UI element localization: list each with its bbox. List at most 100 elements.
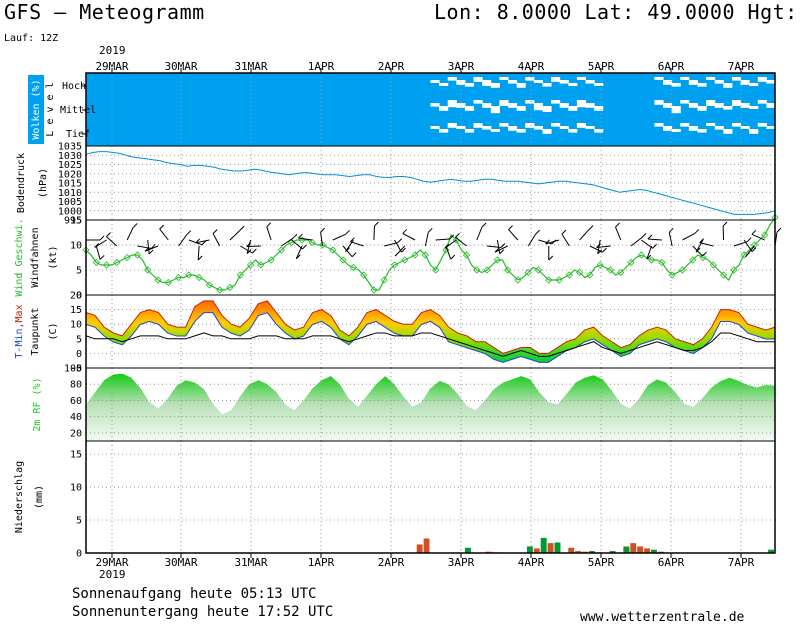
wind-speed-marker: [421, 251, 429, 259]
cloud-gap: [706, 100, 716, 106]
date-label-top: 30MAR: [164, 60, 197, 73]
wind-barb-feather: [646, 254, 652, 260]
y-tick-label: 1000: [58, 206, 82, 217]
chart-frame: [85, 72, 776, 554]
wind-speed-marker: [92, 258, 100, 267]
y-tick-label: -5: [70, 364, 82, 375]
cloud-gap: [697, 83, 707, 87]
cloud-gap: [447, 77, 457, 81]
wind-speed-marker: [349, 263, 357, 272]
date-label-top: 4APR: [518, 60, 545, 73]
wind-speed-marker: [658, 258, 666, 267]
date-label-bottom: 4APR: [518, 556, 545, 569]
wind-barb-feather: [239, 225, 245, 231]
tmax-line: [85, 300, 776, 354]
wind-barb-feather: [246, 249, 252, 254]
wind-ylabel2: Windfahnen: [30, 227, 41, 287]
precip-bar: [588, 551, 595, 553]
cloud-gap: [499, 100, 509, 106]
level-label-hoch: Hoch: [62, 81, 86, 92]
wind-speed-line: [85, 217, 776, 291]
wind-barb-feather: [302, 244, 307, 250]
wind-barb-feather: [144, 246, 150, 252]
wind-speed-marker: [277, 246, 285, 254]
cloud-gap: [482, 126, 492, 130]
wind-speed-marker: [606, 266, 615, 274]
wind-barb: [137, 245, 152, 249]
wind-barb-feather: [150, 244, 156, 249]
precip-bar: [416, 544, 423, 553]
wind-barb: [188, 239, 203, 246]
wind-barb-feather: [702, 251, 707, 257]
wind-speed-marker: [596, 261, 604, 269]
cloud-gap: [576, 100, 587, 108]
date-label-bottom: 5APR: [588, 556, 615, 569]
wind-speed-marker: [483, 266, 491, 274]
temperature-unit: (C): [48, 322, 59, 340]
wind-barb-feather: [776, 227, 782, 233]
wind-speed-marker: [339, 256, 347, 264]
cloud-gap: [430, 103, 440, 107]
wind-barb: [266, 226, 272, 241]
wind-unit: (kt): [48, 245, 59, 269]
wind-barb: [435, 238, 450, 241]
wind-barb-feather: [345, 229, 350, 235]
wind-speed-marker: [380, 276, 388, 284]
cloud-gap: [482, 80, 492, 86]
date-label-bottom: 7APR: [728, 556, 755, 569]
wind-barb: [320, 232, 324, 247]
wind-barb: [384, 242, 398, 247]
precip-bar: [575, 551, 582, 553]
cloud-gap: [464, 129, 475, 133]
cloud-gap: [680, 100, 690, 104]
wind-speed-marker: [246, 261, 255, 269]
tmin-label: T-Min,: [14, 322, 25, 358]
cloud-gap: [499, 123, 509, 127]
wind-barb-feather: [99, 235, 105, 241]
wind-barb: [197, 245, 200, 261]
sunset-text: Sonnenuntergang heute 17:52 UTC: [72, 604, 334, 620]
wind-barb: [94, 239, 107, 248]
wind-barb-feather: [401, 247, 406, 253]
cloud-gap: [706, 123, 716, 126]
wind-barb-feather: [246, 242, 252, 247]
tmin-line: [85, 312, 775, 363]
cloud-gap: [576, 123, 587, 128]
wind-speed-marker: [720, 271, 728, 279]
wind-barb: [476, 226, 483, 241]
wind-barb-feather: [186, 230, 192, 236]
wind-speed-marker: [586, 271, 594, 279]
wind-barb: [424, 232, 429, 247]
wind-barb-feather: [508, 225, 513, 230]
cloud-gap: [473, 100, 483, 104]
y-tick-label: 1035: [58, 142, 82, 153]
wind-speed-marker: [648, 256, 656, 264]
level-label-mittel: Mittel: [60, 105, 96, 116]
wind-speed-marker: [360, 271, 368, 279]
cloud-gap: [594, 83, 604, 86]
cloud-gap: [499, 77, 509, 80]
cloud-gap: [447, 123, 457, 128]
wind-barb: [682, 232, 696, 241]
date-label-bottom: 6APR: [658, 556, 685, 569]
date-label-bottom: 2APR: [378, 556, 405, 569]
wind-barb-feather: [106, 232, 111, 237]
cloud-gap: [706, 77, 716, 80]
cloud-gap: [766, 80, 776, 84]
wind-barb-feather: [444, 243, 450, 249]
wind-barb: [342, 245, 353, 258]
precip-ylabel: Niederschlag: [14, 461, 25, 533]
date-label-top: 3APR: [448, 60, 475, 73]
model-run-label: Lauf: 12Z: [4, 33, 59, 44]
cloud-gap: [508, 126, 518, 131]
wind-barb: [751, 233, 765, 241]
cloud-gap: [654, 123, 664, 127]
y-tick-label: 5: [76, 334, 82, 345]
cloud-gap: [671, 129, 681, 132]
cloud-gap: [464, 83, 475, 87]
cloud-gap: [663, 103, 673, 108]
cloud-gap: [766, 126, 776, 129]
wind-barb: [195, 239, 210, 244]
cloud-gap: [568, 106, 578, 111]
cloud-panel-bg: [86, 73, 775, 146]
